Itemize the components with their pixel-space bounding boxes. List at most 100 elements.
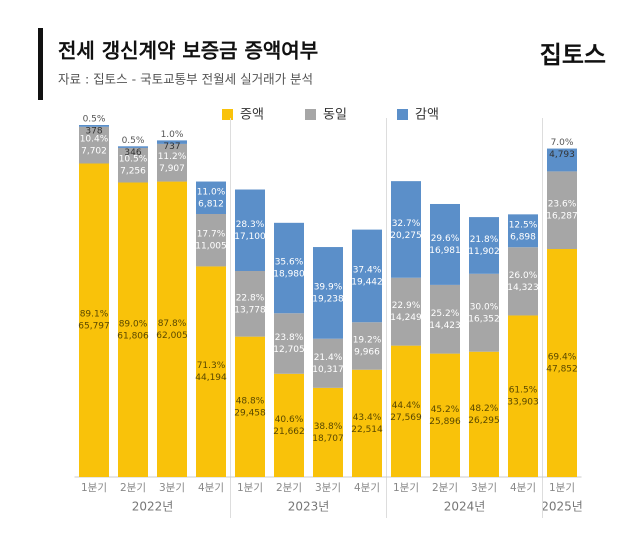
value-label: 18,707 [312, 434, 344, 444]
x-tick-label: 4분기 [510, 482, 536, 494]
bar-segment [352, 229, 382, 323]
value-label: 62,005 [156, 331, 188, 341]
share-label: 87.8% [158, 319, 187, 329]
year-label: 2023년 [288, 500, 330, 514]
bar-segment [274, 222, 304, 314]
value-label: 22,514 [351, 425, 383, 435]
share-label: 22.9% [392, 301, 421, 311]
share-label: 28.3% [236, 220, 265, 230]
bar-segment [313, 338, 343, 388]
value-label: 14,249 [390, 313, 422, 323]
x-tick-label: 3분기 [471, 482, 497, 494]
bar-segment [274, 373, 304, 477]
bar-segment [352, 369, 382, 477]
value-label: 12,705 [273, 345, 305, 355]
value-label: 19,238 [312, 294, 344, 304]
share-label: 61.5% [509, 386, 538, 396]
value-label: 14,423 [429, 321, 461, 331]
value-label: 19,442 [351, 277, 383, 287]
bar-segment [352, 322, 382, 370]
value-label: 65,797 [78, 322, 110, 332]
share-label: 11.2% [158, 152, 187, 162]
share-label: 71.3% [197, 361, 226, 371]
value-label: 16,352 [468, 314, 500, 324]
share-label: 23.8% [275, 333, 304, 343]
value-label: 25,896 [429, 417, 461, 427]
share-label: 40.6% [275, 415, 304, 425]
share-label: 21.4% [314, 353, 343, 363]
value-label: 33,903 [507, 398, 539, 408]
share-label: 69.4% [548, 353, 577, 363]
bar-segment [79, 163, 109, 477]
share-label: 48.8% [236, 396, 265, 406]
bar-segment [196, 213, 226, 267]
x-tick-label: 2분기 [276, 482, 302, 494]
year-label: 2022년 [132, 500, 174, 514]
bar-segment [79, 126, 109, 164]
value-label: 16,287 [546, 212, 578, 222]
value-label: 346 [124, 148, 141, 158]
share-label: 12.5% [509, 220, 538, 230]
value-label: 7,702 [81, 147, 107, 157]
share-label: 38.8% [314, 422, 343, 432]
bar-segment [430, 284, 460, 354]
header-bar [38, 28, 43, 100]
bar-segment [196, 266, 226, 477]
share-label: 10.5% [119, 155, 148, 165]
bar-segment [313, 247, 343, 339]
share-label: 22.8% [236, 293, 265, 303]
bar-segment [469, 273, 499, 352]
bar-segment [79, 125, 109, 127]
share-label: 10.4% [80, 135, 109, 145]
value-label: 44,194 [195, 373, 227, 383]
bar-segment [274, 313, 304, 374]
x-tick-label: 3분기 [159, 482, 185, 494]
brand-logo: 집토스 [540, 41, 606, 69]
value-label: 29,458 [234, 408, 266, 418]
share-label: 44.4% [392, 401, 421, 411]
bar-segment [508, 315, 538, 477]
share-label: 29.6% [431, 234, 460, 244]
bar-segment [196, 181, 226, 214]
value-label: 20,275 [390, 231, 422, 241]
year-label: 2025년 [541, 500, 583, 514]
bar-segment [391, 345, 421, 477]
bar-segment [430, 353, 460, 477]
value-label: 9,966 [354, 347, 380, 357]
value-label: 6,812 [198, 199, 224, 209]
value-label: 16,981 [429, 246, 461, 256]
share-label: 19.2% [353, 335, 382, 345]
share-label: 17.7% [197, 230, 226, 240]
share-label: 32.7% [392, 219, 421, 229]
chart-subtitle: 자료 : 집토스 - 국토교통부 전월세 실거래가 분석 [58, 72, 313, 87]
share-label: 39.9% [314, 282, 343, 292]
bar-segment [508, 247, 538, 316]
share-label: 30.0% [470, 302, 499, 312]
year-label: 2024년 [444, 500, 486, 514]
share-label: 0.5% [83, 115, 106, 125]
x-tick-label: 2분기 [432, 482, 458, 494]
x-tick-label: 4분기 [198, 482, 224, 494]
x-tick-label: 3분기 [315, 482, 341, 494]
bar-segment [118, 182, 148, 477]
value-label: 14,323 [507, 283, 539, 293]
legend-label: 감액 [415, 108, 439, 123]
value-label: 61,806 [117, 331, 149, 341]
share-label: 89.1% [80, 310, 109, 320]
bar-segment [469, 351, 499, 477]
value-label: 7,907 [159, 164, 185, 174]
share-label: 23.6% [548, 200, 577, 210]
x-tick-label: 1분기 [549, 482, 575, 494]
x-tick-label: 2분기 [120, 482, 146, 494]
value-label: 17,100 [234, 232, 266, 242]
bar-segment [430, 203, 460, 285]
x-tick-label: 4분기 [354, 482, 380, 494]
share-label: 7.0% [551, 138, 574, 148]
share-label: 37.4% [353, 265, 382, 275]
bar-segment [391, 277, 421, 346]
share-label: 43.4% [353, 413, 382, 423]
bar-segment [235, 189, 265, 271]
bar-segment [157, 140, 187, 144]
value-label: 378 [85, 127, 102, 137]
